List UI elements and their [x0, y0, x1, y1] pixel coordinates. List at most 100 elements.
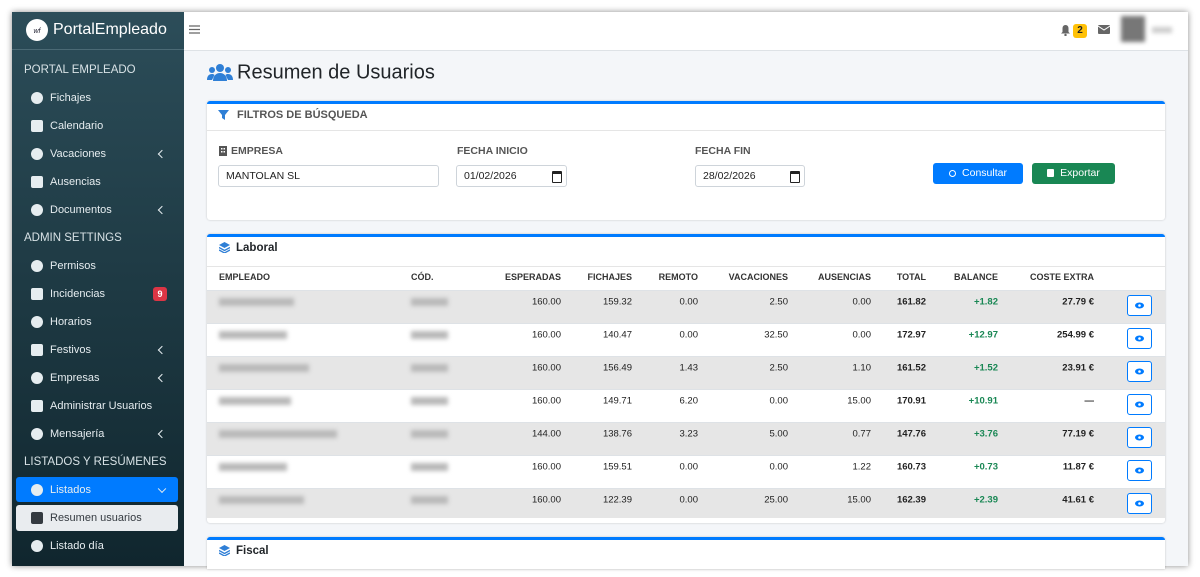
table-cell: +1.52 — [974, 363, 998, 374]
table-cell: 0.00 — [680, 330, 699, 341]
laboral-title: Laboral — [236, 242, 278, 254]
menu-toggle[interactable] — [189, 24, 200, 35]
employee-name — [219, 430, 337, 438]
button-label[interactable]: Exportar — [1060, 167, 1100, 179]
button-icon — [949, 170, 956, 177]
employee-code — [411, 496, 448, 504]
table-cell: 2.50 — [770, 297, 789, 308]
layers-icon — [219, 545, 230, 556]
menu-icon — [31, 288, 43, 300]
menu-icon — [31, 344, 43, 356]
menu-icon — [31, 260, 43, 272]
menu-item[interactable]: Listado día — [50, 540, 104, 552]
avatar[interactable] — [1121, 16, 1145, 42]
view-button[interactable] — [1127, 295, 1152, 316]
brand-logo: wf — [26, 19, 48, 41]
menu-icon — [31, 540, 43, 552]
table-cell: 149.71 — [603, 396, 632, 407]
menu-item[interactable]: Permisos — [50, 260, 96, 272]
table-cell: 3.23 — [680, 429, 699, 440]
table-cell: 147.76 — [897, 429, 926, 440]
table-cell: 161.52 — [897, 363, 926, 374]
table-cell: 1.10 — [853, 363, 872, 374]
button[interactable]: Exportar — [1032, 163, 1115, 184]
menu-item[interactable]: Documentos — [50, 204, 112, 216]
filter-icon — [218, 110, 229, 120]
table-cell: 160.00 — [532, 462, 561, 473]
column-header: COSTE EXTRA — [1030, 272, 1094, 282]
column-header: ESPERADAS — [505, 272, 561, 282]
employee-code — [411, 364, 448, 372]
view-button[interactable] — [1127, 493, 1152, 514]
employee-code — [411, 298, 448, 306]
table-cell: 160.00 — [532, 396, 561, 407]
menu-icon — [31, 428, 43, 440]
menu-icon — [31, 120, 43, 132]
menu-item[interactable]: Ausencias — [50, 176, 101, 188]
view-button[interactable] — [1127, 361, 1152, 382]
table-cell: 77.19 € — [1062, 429, 1094, 440]
eye-icon — [1128, 296, 1151, 315]
fiscal-title: Fiscal — [236, 545, 269, 557]
menu-item[interactable]: Empresas — [50, 372, 100, 384]
menu-item[interactable]: Fichajes — [50, 92, 91, 104]
company-icon — [219, 146, 227, 156]
table-cell: 0.77 — [853, 429, 872, 440]
column-header: BALANCE — [954, 272, 998, 282]
button[interactable]: Consultar — [933, 163, 1023, 184]
table-cell: 156.49 — [603, 363, 632, 374]
menu-icon — [31, 176, 43, 188]
messages-icon[interactable] — [1098, 25, 1110, 34]
field-label: FECHA FIN — [695, 145, 751, 157]
menu-item[interactable]: Horarios — [50, 316, 92, 328]
column-header: AUSENCIAS — [818, 272, 871, 282]
notifications-icon[interactable] — [1060, 24, 1071, 36]
table-cell: 0.00 — [770, 462, 789, 473]
table-cell: +0.73 — [974, 462, 998, 473]
table-cell: 0.00 — [680, 462, 699, 473]
menu-icon — [31, 372, 43, 384]
employee-code — [411, 397, 448, 405]
table-cell: +10.91 — [969, 396, 998, 407]
menu-item[interactable]: Mensajería — [50, 428, 104, 440]
layers-icon — [219, 242, 230, 253]
menu-icon — [31, 148, 43, 160]
table-cell: +2.39 — [974, 495, 998, 506]
menu-item[interactable]: Vacaciones — [50, 148, 106, 160]
table-cell: 160.00 — [532, 297, 561, 308]
view-button[interactable] — [1127, 328, 1152, 349]
view-button[interactable] — [1127, 460, 1152, 481]
menu-item[interactable]: Listados — [50, 484, 91, 496]
svg-text:wf: wf — [34, 28, 42, 35]
table-cell: 159.32 — [603, 297, 632, 308]
divider — [207, 266, 1165, 267]
table-cell: 15.00 — [847, 396, 871, 407]
input-value[interactable]: 28/02/2026 — [703, 170, 756, 182]
title-icon — [207, 63, 233, 81]
table-cell: — — [1085, 396, 1095, 407]
view-button[interactable] — [1127, 427, 1152, 448]
menu-icon — [31, 484, 43, 496]
menu-item[interactable]: Festivos — [50, 344, 91, 356]
table-cell: 0.00 — [770, 396, 789, 407]
table-cell: 25.00 — [764, 495, 788, 506]
user-name[interactable] — [1152, 27, 1172, 33]
menu-item[interactable]: Resumen usuarios — [50, 512, 142, 524]
menu-item[interactable]: Administrar Usuarios — [50, 400, 152, 412]
menu-item[interactable]: Incidencias — [50, 288, 105, 300]
input-value[interactable]: 01/02/2026 — [464, 170, 517, 182]
table-cell: 27.79 € — [1062, 297, 1094, 308]
input-value[interactable]: MANTOLAN SL — [226, 170, 300, 182]
menu-icon — [31, 400, 43, 412]
table-cell: 15.00 — [847, 495, 871, 506]
view-button[interactable] — [1127, 394, 1152, 415]
menu-item[interactable]: Calendario — [50, 120, 103, 132]
table-cell: 160.00 — [532, 330, 561, 341]
button-label[interactable]: Consultar — [962, 167, 1007, 179]
table-cell: 122.39 — [603, 495, 632, 506]
table-cell: 1.43 — [680, 363, 699, 374]
eye-icon — [1128, 329, 1151, 348]
topbar — [184, 12, 1188, 51]
table-cell: 0.00 — [853, 297, 872, 308]
